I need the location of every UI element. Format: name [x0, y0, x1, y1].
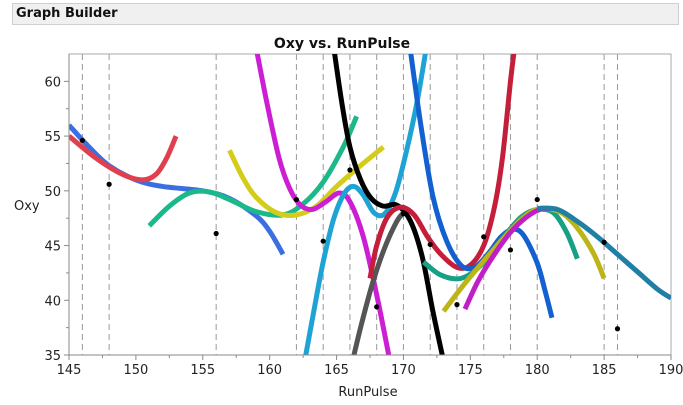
data-point	[614, 326, 621, 332]
fit-curve-fit-8	[351, 211, 406, 355]
fit-curve-fit-14	[537, 205, 671, 301]
x-tick-label: 145	[57, 363, 82, 378]
data-point	[79, 137, 85, 144]
fit-curve-fit-2	[69, 134, 179, 183]
fit-curve-fit-7	[332, 54, 445, 355]
data-point	[106, 181, 112, 187]
data-point	[481, 234, 487, 240]
x-tick-label: 150	[123, 363, 148, 378]
y-axis: 35 40 45 50 55 60	[44, 54, 70, 364]
fit-curve-fit-3	[147, 115, 359, 228]
x-axis: 145 150 155 160 165 170 175 180 185 190	[57, 354, 683, 378]
x-tick-label: 165	[324, 363, 349, 378]
fit-curve-fit-9	[367, 54, 517, 279]
data-point	[320, 238, 326, 244]
y-tick-label: 45	[44, 240, 61, 255]
y-tick-label: 35	[44, 349, 61, 364]
x-tick-label: 180	[525, 363, 550, 378]
x-tick-label: 170	[391, 363, 416, 378]
x-tick-label: 155	[190, 363, 215, 378]
y-tick-label: 50	[44, 185, 61, 200]
x-axis-title: RunPulse	[338, 385, 397, 400]
window-title: Graph Builder	[16, 6, 118, 21]
data-point	[347, 167, 353, 173]
x-tick-label: 175	[458, 363, 483, 378]
chart-title: Oxy vs. RunPulse	[274, 36, 410, 52]
data-point	[507, 247, 514, 253]
y-tick-label: 60	[44, 75, 61, 90]
x-tick-label: 190	[659, 363, 683, 378]
data-point	[293, 196, 300, 203]
fit-curve-fit-5	[254, 54, 392, 355]
y-tick-label: 55	[44, 130, 61, 145]
data-point	[400, 211, 407, 217]
data-point	[213, 230, 219, 237]
fit-curves	[69, 54, 671, 355]
y-tick-label: 40	[44, 294, 61, 309]
data-point	[601, 239, 607, 245]
x-tick-label: 185	[592, 363, 617, 378]
fit-curve-fit-4	[227, 145, 385, 218]
fit-curve-fit-6	[303, 54, 428, 355]
y-axis-title: Oxy	[14, 199, 40, 214]
fit-curve-fit-1	[69, 123, 286, 256]
data-point	[374, 304, 380, 310]
data-point	[454, 302, 460, 308]
data-point	[534, 196, 540, 203]
data-point	[427, 241, 433, 248]
data-points	[79, 137, 621, 332]
graph-builder-header[interactable]: Graph Builder	[12, 3, 679, 25]
x-tick-label: 160	[257, 363, 282, 378]
